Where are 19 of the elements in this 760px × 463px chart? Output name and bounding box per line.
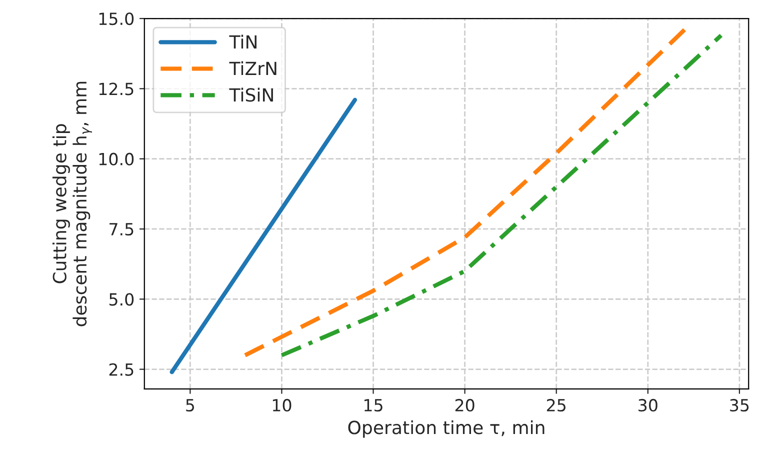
x-tick-label: 25: [546, 398, 566, 412]
y-tick-label: 15.0: [99, 12, 134, 26]
legend-label: TiSiN: [229, 88, 273, 102]
x-tick-label: 15: [364, 399, 382, 412]
line-series: [280, 33, 724, 358]
x-tick-label: 10: [272, 398, 292, 412]
y-tick-label: 2.5: [109, 363, 134, 376]
x-tick-label: 20: [455, 398, 474, 412]
legend-label: TiZrN: [229, 61, 276, 75]
x-axis-title: Operation time τ, min: [348, 420, 544, 438]
x-tick-label: 30: [638, 398, 658, 412]
x-tick-label: 35: [730, 398, 749, 412]
y-tick-label: 7.5: [110, 223, 134, 236]
y-tick-label: 5.0: [109, 293, 134, 306]
y-axis-title: Cutting wedge tip descent magnitude h$_{γ}$, mm: [52, 82, 92, 326]
x-tick-label: 5: [186, 399, 194, 412]
y-tick-label: 10.0: [99, 152, 134, 166]
y-tick-label: 12.5: [99, 82, 134, 96]
legend-label: TiN: [229, 34, 256, 48]
